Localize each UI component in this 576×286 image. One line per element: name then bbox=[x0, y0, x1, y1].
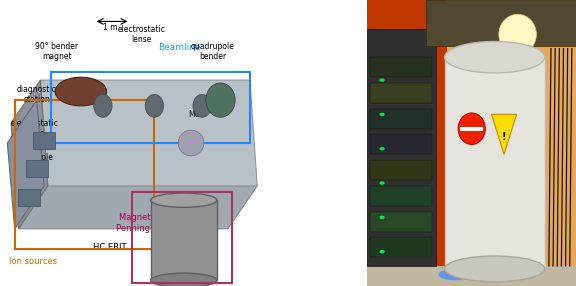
Bar bbox=[370, 186, 432, 206]
Text: Beamline: Beamline bbox=[158, 43, 200, 52]
Polygon shape bbox=[11, 80, 48, 229]
Ellipse shape bbox=[499, 14, 536, 54]
Bar bbox=[445, 57, 545, 269]
Bar bbox=[26, 160, 48, 177]
Ellipse shape bbox=[55, 77, 107, 106]
Text: diagnostic
station: diagnostic station bbox=[17, 85, 56, 104]
Ellipse shape bbox=[380, 78, 385, 82]
Polygon shape bbox=[7, 100, 44, 229]
Text: MCP: MCP bbox=[188, 110, 205, 119]
Ellipse shape bbox=[380, 181, 385, 185]
Ellipse shape bbox=[380, 216, 385, 219]
Polygon shape bbox=[18, 186, 257, 229]
Text: 1 m: 1 m bbox=[103, 23, 118, 32]
Bar bbox=[151, 200, 217, 280]
Text: electrostatic
lense: electrostatic lense bbox=[11, 119, 59, 138]
Polygon shape bbox=[367, 0, 447, 286]
Bar bbox=[370, 83, 432, 103]
Bar bbox=[367, 29, 436, 266]
Ellipse shape bbox=[380, 250, 385, 253]
Bar bbox=[370, 109, 432, 129]
Text: DrcEBIT: DrcEBIT bbox=[12, 145, 21, 175]
Bar bbox=[18, 189, 40, 206]
Ellipse shape bbox=[193, 94, 211, 117]
Ellipse shape bbox=[151, 273, 217, 286]
Ellipse shape bbox=[94, 94, 112, 117]
Text: 90° bender
magnet: 90° bender magnet bbox=[35, 42, 78, 61]
Bar bbox=[370, 237, 432, 257]
Ellipse shape bbox=[178, 130, 204, 156]
Ellipse shape bbox=[151, 193, 217, 207]
Polygon shape bbox=[491, 114, 517, 154]
Bar bbox=[370, 134, 432, 154]
Text: Ion sources: Ion sources bbox=[9, 257, 57, 266]
Bar bbox=[426, 0, 576, 46]
Bar bbox=[370, 212, 432, 232]
Polygon shape bbox=[447, 0, 576, 286]
Polygon shape bbox=[40, 80, 257, 186]
Text: HC EBIT: HC EBIT bbox=[93, 243, 127, 252]
Bar bbox=[370, 57, 432, 77]
Text: electrostatic
lense: electrostatic lense bbox=[118, 25, 165, 44]
Text: !: ! bbox=[502, 132, 506, 142]
Text: quadrupole
bender: quadrupole bender bbox=[191, 42, 234, 61]
Ellipse shape bbox=[458, 113, 486, 144]
Ellipse shape bbox=[438, 269, 472, 280]
Bar bbox=[460, 127, 483, 131]
Ellipse shape bbox=[445, 256, 545, 282]
Ellipse shape bbox=[206, 83, 235, 117]
Ellipse shape bbox=[380, 147, 385, 150]
Bar bbox=[33, 132, 55, 149]
Bar bbox=[370, 160, 432, 180]
Ellipse shape bbox=[145, 94, 164, 117]
Bar bbox=[367, 266, 576, 286]
Text: Magnet with
Penning traps: Magnet with Penning traps bbox=[116, 213, 175, 233]
Ellipse shape bbox=[445, 41, 545, 73]
Text: quadrupole
bender: quadrupole bender bbox=[9, 153, 53, 173]
Ellipse shape bbox=[380, 113, 385, 116]
